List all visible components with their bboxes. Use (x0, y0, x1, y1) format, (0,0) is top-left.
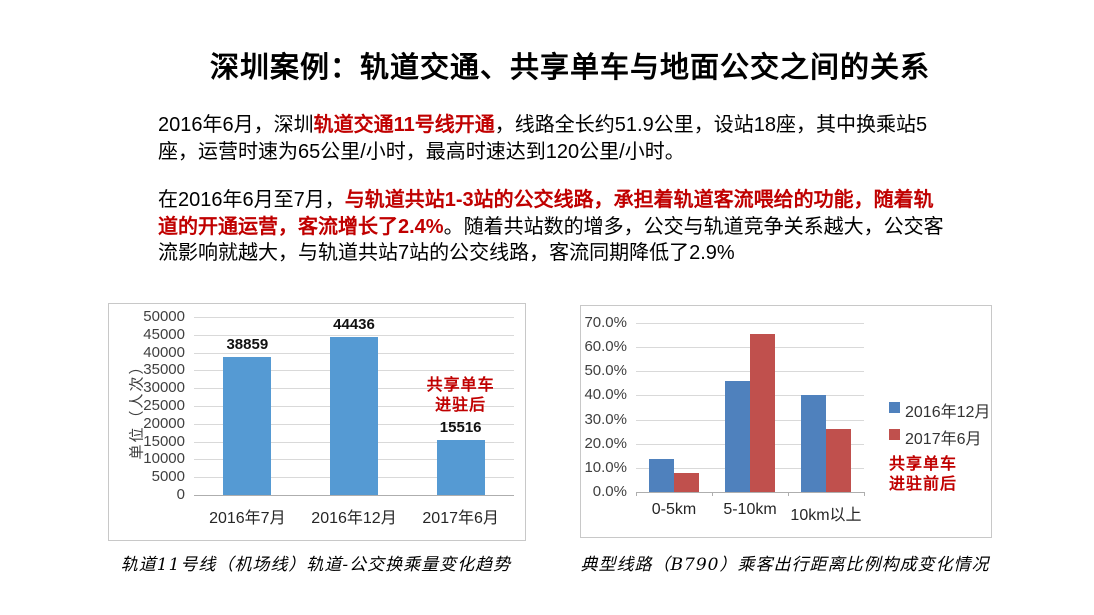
gridline (194, 334, 514, 336)
gridline (194, 317, 514, 318)
bar (330, 336, 378, 495)
x-axis-tick-mark (788, 492, 789, 496)
y-axis-title: 单位（人次） (128, 357, 146, 460)
bar-2016年12月 (801, 395, 826, 492)
bar-2017年6月 (750, 333, 775, 492)
x-axis-tick-mark (636, 492, 637, 496)
legend-swatch (889, 429, 900, 440)
y-axis-tick-label: 20000 (143, 414, 185, 432)
bar-value-label: 15516 (439, 418, 482, 436)
x-axis-tick-mark (864, 492, 865, 496)
y-axis-tick-label: 20.0% (584, 434, 627, 452)
y-axis-tick-label: 10.0% (584, 458, 627, 476)
annotation-shared-bike-before-after: 共享单车 进驻前后 (889, 455, 989, 495)
x-axis-category-label: 2016年7月 (209, 510, 286, 527)
intro-rest: ，线路全长约51.9公里，设站18座，其中换乘站5座，运营时速为65公里/小时，… (158, 114, 928, 163)
x-axis-line (194, 495, 514, 496)
legend-item: 2016年12月 (889, 398, 990, 421)
y-axis-tick-label: 5000 (151, 468, 185, 486)
analysis-rest: 。随着共站数的增多，公交与轨道竞争关系越大，公交客流影响就越大，与轨道共站7站的… (158, 215, 944, 265)
chart-rail-bus-transfer-volume: 0 5000 10000 15000 20000 25000 30000 35000 40000… (108, 303, 526, 541)
annotation-line-1: 共享单车 (889, 456, 958, 473)
legend-label: 2016年12月 (905, 404, 991, 421)
annotation-line-2: 进驻前后 (889, 476, 958, 493)
bar-2017年6月 (674, 472, 699, 492)
annotation-line-2: 进驻后 (435, 396, 487, 414)
x-axis-tick-mark (712, 492, 713, 496)
paragraph-analysis: 在2016年6月至7月，与轨道共站1-3站的公交线路，承担着轨道客流喂给的功能，… (158, 187, 952, 267)
y-axis-tick-label: 50.0% (584, 362, 627, 380)
x-axis-category-label: 0-5km (651, 501, 697, 518)
y-axis-tick-label: 70.0% (584, 314, 627, 331)
y-axis-tick-label: 60.0% (584, 338, 627, 356)
bar-value-label: 38859 (226, 335, 269, 353)
bar (223, 356, 272, 495)
y-axis-tick-label: 15000 (143, 432, 185, 450)
x-axis-category-label: 2017年6月 (422, 510, 499, 527)
bar-2017年6月 (826, 429, 851, 492)
y-axis-tick-label: 30000 (143, 379, 185, 397)
y-axis-tick-label: 25000 (143, 397, 185, 414)
gridline (636, 323, 864, 324)
legend-item: 2017年6月 (889, 425, 984, 448)
bar (436, 439, 485, 495)
legend-label: 2017年6月 (905, 431, 982, 448)
annotation-shared-bike-after: 共享单车 进驻后 (399, 376, 523, 416)
annotation-line-1: 共享单车 (426, 376, 495, 394)
paragraph-intro: 2016年6月，深圳轨道交通11号线开通，线路全长约51.9公里，设站18座，其… (158, 112, 952, 165)
bar-2016年12月 (649, 459, 674, 492)
x-axis-line (636, 492, 864, 493)
x-axis-category-label: 2016年12月 (311, 510, 397, 527)
y-axis-tick-label: 35000 (143, 361, 185, 379)
intro-lead: 2016年6月，深圳 (158, 114, 314, 136)
chart-right-caption: 典型线路（B790）乘客出行距离比例构成变化情况 (580, 555, 990, 575)
chart-left-caption: 轨道11号线（机场线）轨道-公交换乘量变化趋势 (120, 555, 512, 575)
analysis-lead: 在2016年6月至7月， (158, 189, 345, 211)
y-axis-tick-label: 50000 (143, 308, 185, 325)
y-axis-tick-label: 0.0% (592, 483, 627, 500)
intro-highlight: 轨道交通11号线开通 (313, 114, 495, 136)
x-axis-category-label: 10km以上 (790, 507, 862, 524)
analysis-highlight: 与轨道共站1-3站的公交线路，承担着轨道客流喂给的功能，随着轨道的开通运营，客流… (158, 189, 934, 238)
bar-2016年12月 (725, 380, 750, 492)
legend-swatch (889, 402, 900, 413)
y-axis-tick-label: 40.0% (584, 386, 627, 404)
y-axis-tick-label: 10000 (143, 450, 185, 468)
x-axis-category-label: 5-10km (723, 501, 777, 518)
chart-trip-distance-share: 0.0% 10.0% 20.0% 30.0% 40.0% 50.0% 60.0% 70.0% 0… (580, 305, 992, 538)
y-axis-tick-label: 45000 (143, 325, 185, 343)
y-axis-tick-label: 40000 (143, 343, 185, 361)
page-title: 深圳案例：轨道交通、共享单车与地面公交之间的关系 (209, 52, 930, 84)
y-axis-tick-label: 0 (176, 486, 185, 503)
y-axis-tick-label: 30.0% (584, 410, 627, 428)
bar-value-label: 44436 (333, 315, 375, 333)
